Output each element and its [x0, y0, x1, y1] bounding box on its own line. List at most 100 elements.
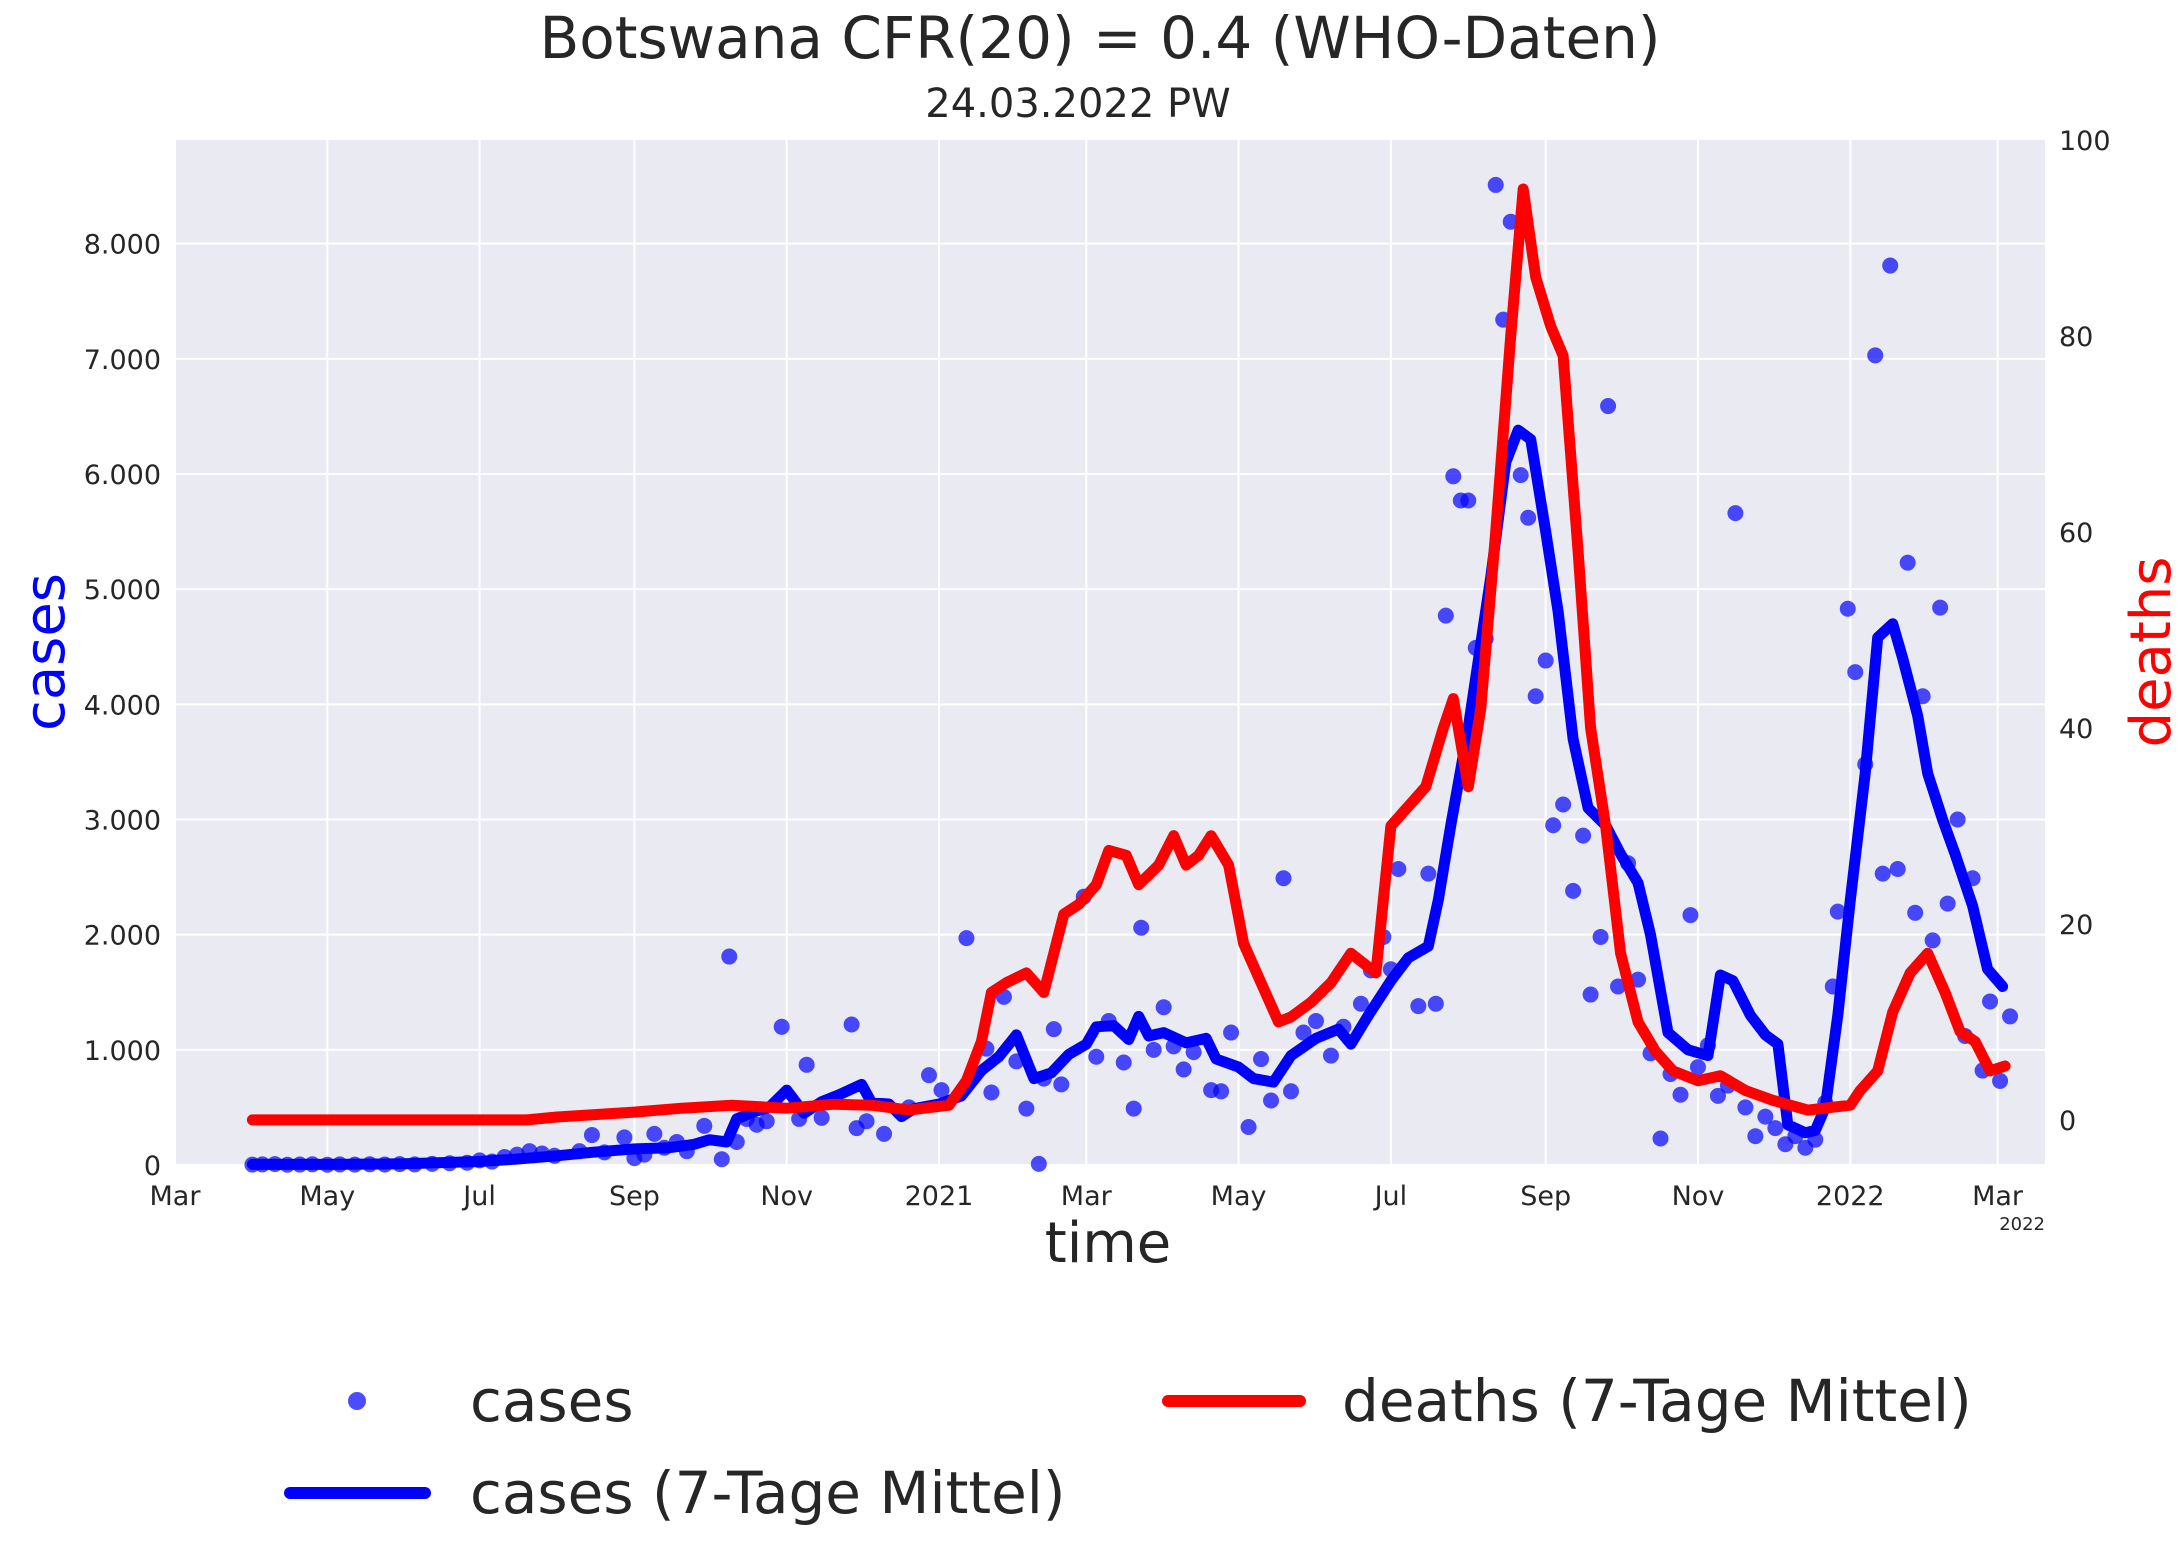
cases-point	[773, 1018, 790, 1035]
cases-point	[1295, 1024, 1312, 1041]
plot-area	[175, 140, 2045, 1165]
cases-point	[2002, 1008, 2019, 1025]
cases-point	[933, 1082, 950, 1099]
cases-point	[696, 1117, 713, 1134]
chart-title: Botswana CFR(20) = 0.4 (WHO-Daten)	[539, 4, 1660, 72]
x-tick-label: Nov	[1672, 1181, 1725, 1212]
y-tick-label-left: 1.000	[84, 1036, 161, 1067]
cases-point	[798, 1056, 815, 1073]
y-tick-label-right: 20	[2059, 910, 2093, 941]
cases-point	[1175, 1061, 1192, 1078]
cases-point	[1307, 1013, 1324, 1030]
cases-point	[1932, 599, 1949, 616]
cases-point	[1283, 1083, 1300, 1100]
cases-point	[1630, 971, 1647, 988]
cases-point	[1520, 509, 1537, 526]
cases-point	[1240, 1118, 1257, 1135]
cases-point	[1437, 607, 1454, 624]
cases-point	[1155, 999, 1172, 1016]
x-tick-label: Jul	[1373, 1181, 1408, 1212]
cases-point	[1053, 1076, 1070, 1093]
y-tick-label-left: 2.000	[84, 921, 161, 952]
cases-point	[1847, 664, 1864, 681]
cases-point	[1867, 347, 1884, 364]
x-tick-label: Mar	[1972, 1181, 2024, 1212]
cases-point	[713, 1151, 730, 1168]
cases-mean-line	[246, 424, 2009, 1170]
y-tick-label-right: 0	[2059, 1106, 2076, 1137]
cases-point	[1757, 1108, 1774, 1125]
cases-point	[616, 1129, 633, 1146]
cases-point	[1829, 903, 1846, 920]
cases-point	[1352, 995, 1369, 1012]
cases-point	[1992, 1072, 2009, 1089]
cases-point	[1263, 1092, 1280, 1109]
x-tick-label: Sep	[1520, 1181, 1571, 1212]
cases-point	[1512, 467, 1529, 484]
x-tick-label: May	[1211, 1181, 1267, 1212]
cases-point	[1537, 652, 1554, 669]
cases-point	[1582, 986, 1599, 1003]
cases-point	[1709, 1087, 1726, 1104]
cases-point	[1982, 993, 1999, 1010]
cases-point	[983, 1084, 1000, 1101]
deaths-mean-line	[246, 183, 2011, 1126]
cases-point	[1185, 1044, 1202, 1061]
cases-point	[1747, 1128, 1764, 1145]
chart-subtitle: 24.03.2022 PW	[925, 81, 1230, 127]
x-tick-label: 2022	[1816, 1181, 1885, 1212]
cases-point	[920, 1067, 937, 1084]
cases-point	[1410, 998, 1427, 1015]
cases-point	[1767, 1120, 1784, 1137]
cases-point	[858, 1113, 875, 1130]
cases-point	[1275, 870, 1292, 887]
cases-point	[646, 1125, 663, 1142]
cases-point	[1682, 907, 1699, 924]
cases-point	[1445, 468, 1462, 485]
cases-point	[1322, 1047, 1339, 1064]
x-tick-label: Sep	[609, 1181, 660, 1212]
cases-point	[1874, 865, 1891, 882]
cases-point	[876, 1125, 893, 1142]
cases-point	[1899, 554, 1916, 571]
x-tick-label: 2021	[905, 1181, 974, 1212]
cases-point	[1737, 1099, 1754, 1116]
cases-point	[1213, 1083, 1230, 1100]
cases-point	[1487, 176, 1504, 193]
cases-point	[1672, 1086, 1689, 1103]
x-tick-label: Mar	[1061, 1181, 1113, 1212]
x-offset-label: 2022	[1999, 1214, 2045, 1235]
cases-point	[1882, 257, 1899, 274]
x-tick-label: Jul	[461, 1181, 496, 1212]
legend-deaths-mean-label: deaths (7-Tage Mittel)	[1342, 1367, 1972, 1435]
y-axis-label-right: deaths	[2119, 557, 2180, 748]
cases-point	[813, 1109, 830, 1126]
cases-point	[1223, 1024, 1240, 1041]
cases-point	[1545, 817, 1562, 834]
cases-point	[1839, 600, 1856, 617]
cases-point	[1592, 928, 1609, 945]
legend-cases-marker	[348, 1392, 366, 1410]
grid-lines	[174, 140, 2045, 1166]
cases-point	[1949, 811, 1966, 828]
y-tick-label-left: 0	[144, 1151, 161, 1182]
cases-point	[1727, 505, 1744, 522]
legend-cases-label: cases	[470, 1367, 634, 1435]
cases-point	[1018, 1100, 1035, 1117]
cases-point	[1907, 904, 1924, 921]
cases-point	[1555, 796, 1572, 813]
cases-point	[1427, 995, 1444, 1012]
y-tick-label-right: 60	[2059, 518, 2093, 549]
cases-point	[1652, 1130, 1669, 1147]
cases-point	[583, 1127, 600, 1144]
y-tick-label-left: 5.000	[84, 575, 161, 606]
cases-point	[721, 948, 738, 965]
cases-point	[1115, 1054, 1132, 1071]
x-tick-label: Nov	[760, 1181, 813, 1212]
y-tick-label-left: 3.000	[84, 805, 161, 836]
cases-point	[1924, 932, 1941, 949]
cases-point	[1045, 1021, 1062, 1038]
legend-cases-mean-label: cases (7-Tage Mittel)	[470, 1459, 1066, 1527]
cases-point	[1088, 1048, 1105, 1065]
